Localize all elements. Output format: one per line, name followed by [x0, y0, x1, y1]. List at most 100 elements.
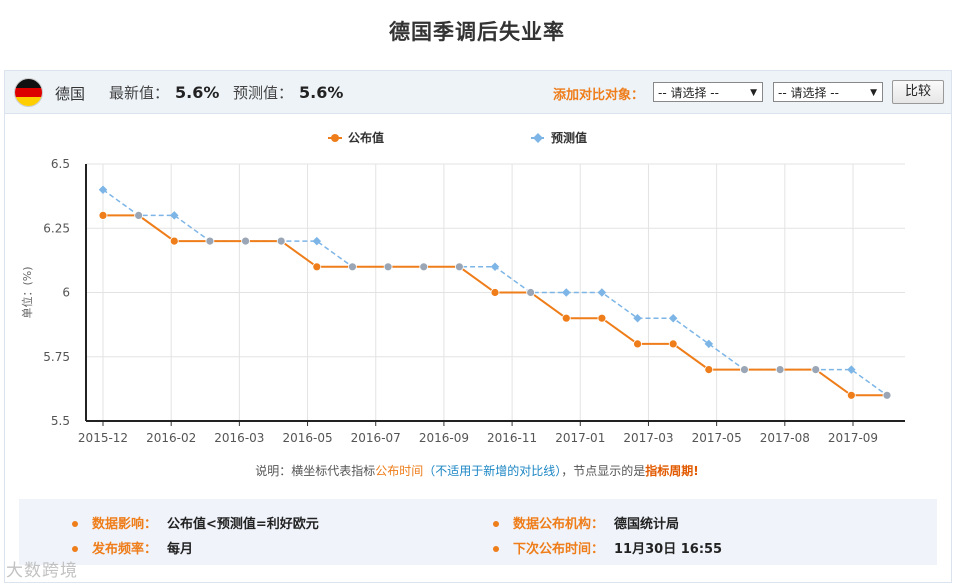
compare-select-2[interactable]: -- 请选择 -- ▼: [773, 82, 883, 102]
bullet-icon: [72, 545, 78, 552]
x-tick-label: 2016-05: [282, 431, 332, 445]
forecast-point: [704, 339, 714, 349]
published-point: [205, 236, 215, 246]
legend-marker: [533, 133, 543, 143]
published-point: [276, 236, 286, 246]
country-name: 德国: [55, 85, 86, 103]
published-point: [419, 262, 429, 272]
y-tick-label: 6.5: [51, 157, 70, 171]
published-point: [811, 365, 821, 375]
indicator-panel: 德国 最新值： 5.6% 预测值： 5.6% 添加对比对象： -- 请选择 -- ▼…: [4, 70, 952, 583]
frequency-value: 每月: [167, 542, 194, 557]
compare-select-2-value: -- 请选择 --: [778, 86, 839, 100]
compare-button[interactable]: 比较: [892, 80, 944, 104]
note-part-5: 指标周期!: [645, 464, 699, 478]
info-frequency: 发布频率： 每月: [72, 538, 193, 557]
organization-label: 数据公布机构：: [513, 517, 605, 532]
forecast-value-group: 预测值： 5.6%: [233, 82, 343, 103]
compare-select-1[interactable]: -- 请选择 -- ▼: [653, 82, 763, 102]
chart-legend: 公布值 预测值: [328, 130, 587, 145]
x-tick-label: 2017-03: [623, 431, 673, 445]
series-published-line: [103, 214, 887, 397]
published-point: [561, 313, 571, 323]
chart-series: [98, 185, 892, 400]
x-axis-labels: 2015-12 2016-02 2016-03 2016-05 2016-07 2016-…: [78, 431, 878, 445]
forecast-value: 5.6%: [299, 83, 344, 102]
impact-label: 数据影响：: [92, 517, 158, 532]
published-point: [490, 288, 500, 297]
forecast-point: [98, 185, 108, 194]
info-organization: 数据公布机构： 德国统计局: [493, 513, 679, 532]
organization-value: 德国统计局: [614, 517, 680, 532]
legend-marker: [331, 134, 339, 142]
published-point: [775, 365, 785, 375]
published-point: [668, 339, 678, 349]
chart-axes: [85, 164, 905, 426]
page-title: 德国季调后失业率: [389, 20, 565, 44]
y-axis-title: 单位：(%): [20, 266, 34, 318]
published-point: [98, 211, 108, 220]
published-point: [846, 390, 856, 400]
note-part-4: ，节点显示的是: [561, 464, 646, 478]
note-part-1: 说明：横坐标代表指标: [255, 464, 376, 478]
forecast-point: [490, 262, 500, 272]
x-tick-label: 2017-05: [692, 431, 742, 445]
impact-value: 公布值<预测值=利好欧元: [167, 517, 319, 532]
note-part-3: （不适用于新增的对比线）: [423, 464, 562, 478]
published-point: [312, 262, 322, 272]
published-point: [597, 313, 607, 323]
x-tick-label: 2016-11: [487, 431, 537, 445]
x-tick-label: 2016-02: [146, 431, 196, 445]
x-tick-label: 2017-01: [555, 431, 605, 445]
dropdown-arrow-icon: ▼: [750, 88, 757, 98]
published-point: [134, 211, 144, 220]
legend-label: 公布值: [348, 130, 384, 145]
y-tick-label: 5.75: [43, 350, 70, 364]
published-point: [740, 365, 749, 375]
bullet-icon: [493, 545, 499, 552]
x-tick-label: 2015-12: [78, 431, 128, 445]
watermark: 大数跨境: [6, 561, 78, 581]
forecast-point: [562, 288, 571, 297]
panel-header: 德国 最新值： 5.6% 预测值： 5.6% 添加对比对象： -- 请选择 -- ▼…: [5, 71, 951, 114]
published-point: [882, 390, 892, 400]
info-next-release: 下次公布时间： 11月30日 16:55: [493, 538, 722, 557]
bullet-icon: [72, 520, 78, 527]
y-axis-labels: 6.5 6.25 6 5.75 5.5: [43, 157, 70, 428]
published-point: [348, 262, 357, 272]
y-tick-label: 6: [62, 286, 70, 300]
forecast-point: [847, 365, 856, 374]
x-tick-label: 2016-03: [214, 431, 264, 445]
note-part-2: 公布时间: [375, 464, 424, 478]
published-point: [241, 236, 250, 246]
x-tick-label: 2017-08: [760, 431, 810, 445]
legend-label: 预测值: [551, 130, 587, 145]
x-tick-label: 2016-07: [351, 431, 401, 445]
published-point: [526, 288, 536, 297]
chart-note: 说明：横坐标代表指标公布时间（不适用于新增的对比线），节点显示的是指标周期!: [0, 462, 954, 479]
next-release-value: 11月30日 16:55: [614, 542, 723, 557]
published-point: [633, 339, 642, 349]
latest-value-group: 最新值： 5.6%: [109, 82, 219, 103]
latest-label: 最新值：: [109, 84, 170, 102]
dropdown-arrow-icon: ▼: [870, 88, 877, 98]
germany-flag-icon: [14, 78, 43, 107]
compare-select-1-value: -- 请选择 --: [658, 86, 719, 100]
info-impact: 数据影响： 公布值<预测值=利好欧元: [72, 513, 319, 532]
y-tick-label: 5.5: [51, 414, 70, 428]
x-tick-label: 2016-09: [419, 431, 469, 445]
forecast-point: [597, 288, 607, 297]
forecast-label: 预测值：: [233, 84, 294, 102]
y-tick-label: 6.25: [43, 221, 70, 235]
forecast-point: [170, 211, 179, 220]
compare-label: 添加对比对象：: [553, 88, 645, 103]
published-point: [704, 365, 714, 375]
published-point: [383, 262, 393, 272]
forecast-point: [668, 313, 678, 323]
forecast-point: [312, 236, 322, 246]
bullet-icon: [493, 520, 499, 527]
frequency-label: 发布频率：: [92, 542, 158, 557]
published-point: [169, 236, 179, 246]
next-release-label: 下次公布时间：: [513, 542, 605, 557]
